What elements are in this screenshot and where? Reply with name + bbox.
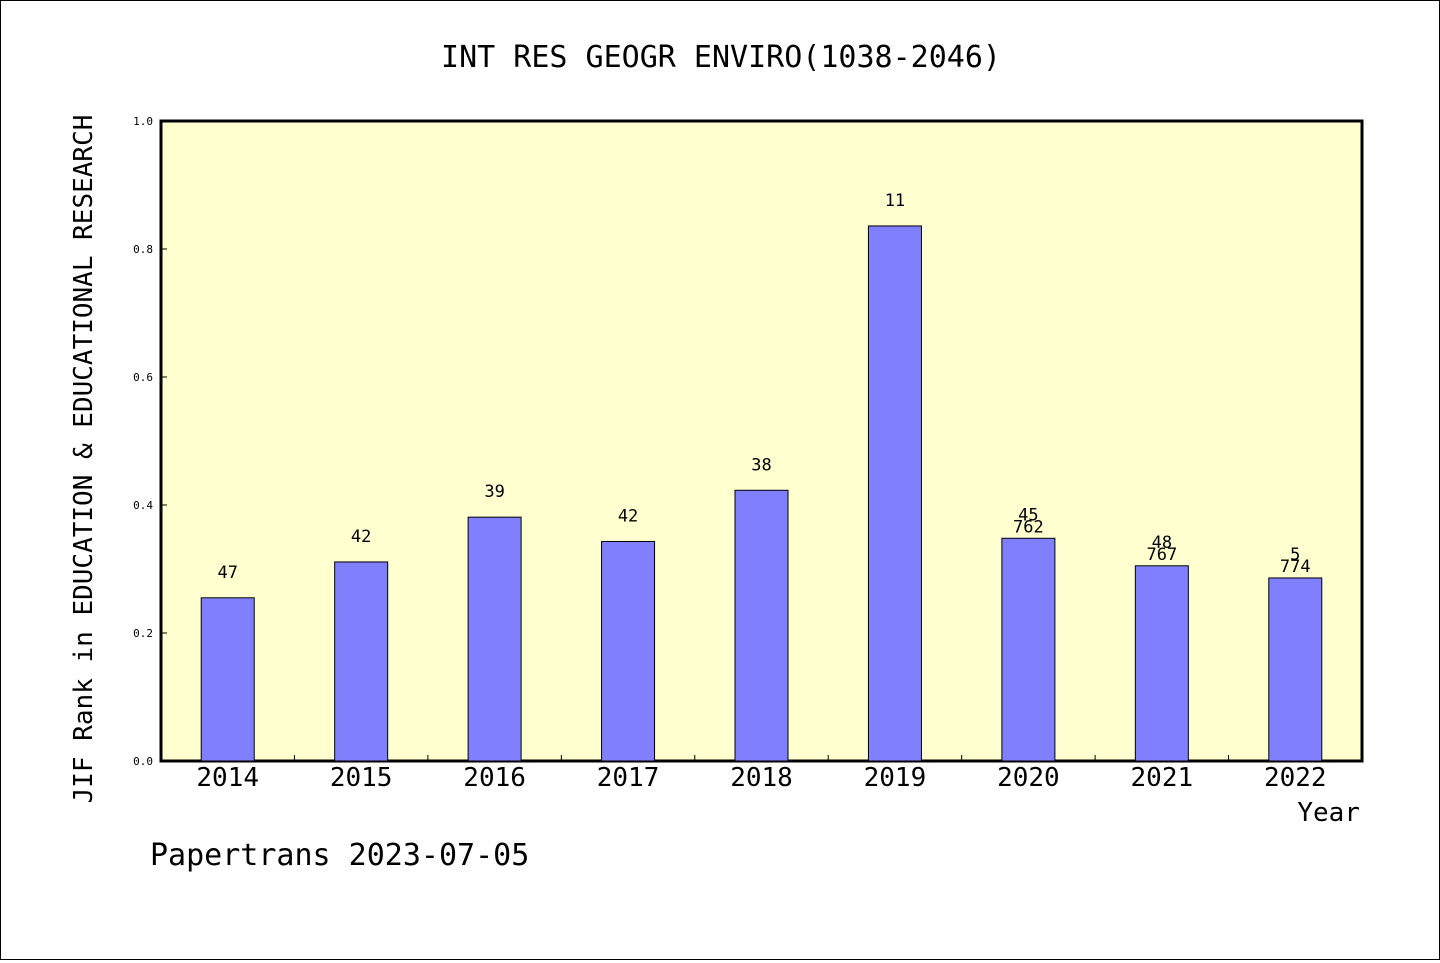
x-tick-label: 2015 [330, 763, 393, 793]
bar-data-label: 762 [1013, 517, 1044, 537]
bar-data-label: 11 [885, 191, 905, 211]
y-tick-label: 0.8 [133, 243, 153, 256]
bar [334, 561, 389, 762]
bar-data-label: 767 [1146, 545, 1177, 565]
x-tick-label: 2017 [597, 763, 660, 793]
bar-data-label: 48 [1152, 533, 1172, 553]
bar-data-label: 774 [1280, 557, 1311, 577]
bar-data-label: 47 [217, 563, 237, 583]
y-tick-label: 0.4 [133, 499, 153, 512]
x-tick-label: 2022 [1264, 763, 1327, 793]
y-tick-label: 0.0 [133, 755, 153, 768]
bar [1001, 537, 1056, 762]
bar [467, 516, 522, 762]
bar [867, 225, 922, 762]
y-tick-label: 0.6 [133, 371, 153, 384]
y-axis: 0.0 0.2 0.4 0.6 0.8 1.0 [133, 115, 167, 768]
bar-data-label: 42 [618, 506, 638, 526]
x-tick-label: 2020 [997, 763, 1060, 793]
x-tick-label: 2014 [196, 763, 259, 793]
bar [200, 597, 255, 762]
x-tick-label: 2021 [1131, 763, 1194, 793]
bar-data-label: 38 [751, 455, 771, 475]
bar [601, 540, 656, 762]
bar [1134, 565, 1189, 762]
bar-data-label: 5 [1290, 545, 1300, 565]
x-tick-label: 2016 [463, 763, 526, 793]
bar-data-label: 42 [351, 527, 371, 547]
x-tick-label: 2018 [730, 763, 793, 793]
x-axis: 2014 2015 2016 2017 2018 2019 2020 2021 2022 [196, 755, 1327, 793]
bar-data-label: 39 [484, 482, 504, 502]
y-tick-label: 1.0 [133, 115, 153, 128]
y-axis-label: JIF Rank in EDUCATION & EDUCATIONAL RESE… [69, 115, 99, 804]
bar [734, 489, 789, 762]
footer-text: Papertrans 2023-07-05 [150, 838, 529, 873]
y-tick-label: 0.2 [133, 627, 153, 640]
chart-title: INT RES GEOGR ENVIRO(1038-2046) [441, 40, 1001, 75]
x-axis-label: Year [1297, 798, 1360, 828]
x-tick-label: 2019 [864, 763, 927, 793]
bar-data-label: 45 [1018, 505, 1038, 525]
bar [1268, 577, 1323, 762]
